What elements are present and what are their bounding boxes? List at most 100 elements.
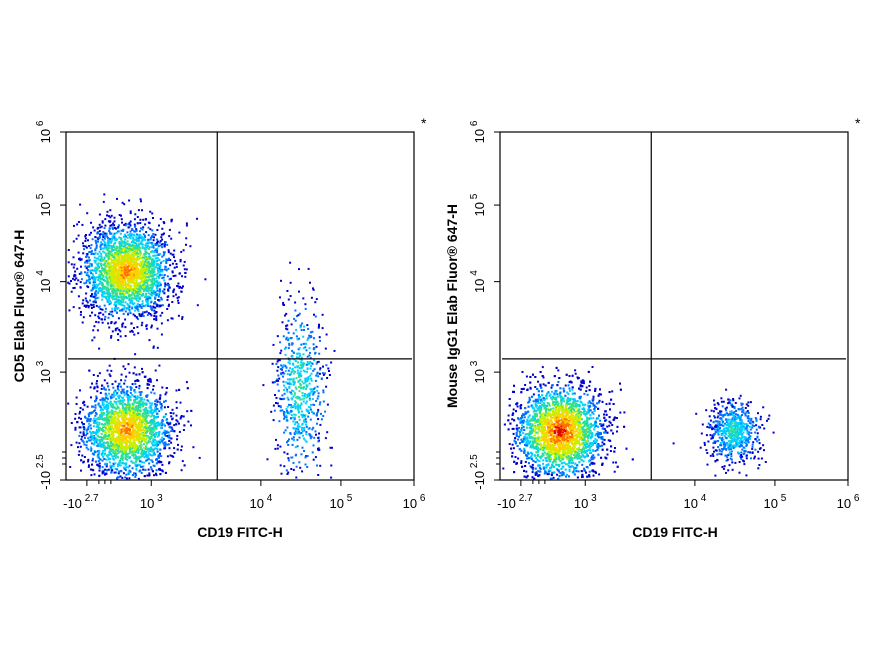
event-dot xyxy=(96,257,99,260)
event-dot xyxy=(157,268,160,271)
event-dot xyxy=(159,401,161,404)
event-dot xyxy=(107,407,110,410)
event-dot xyxy=(101,278,104,281)
event-dot xyxy=(136,416,138,419)
event-dot xyxy=(133,421,136,424)
event-dot xyxy=(158,424,161,427)
event-dot xyxy=(108,434,110,437)
event-dot xyxy=(119,421,121,424)
event-dot xyxy=(138,293,141,296)
event-dot xyxy=(137,432,140,435)
event-dot xyxy=(138,438,141,441)
event-dot xyxy=(167,305,170,308)
event-dot xyxy=(89,468,92,471)
event-dot xyxy=(173,430,176,433)
event-dot xyxy=(122,296,125,299)
event-dot xyxy=(129,301,132,304)
event-dot xyxy=(185,381,188,384)
event-dot xyxy=(84,297,87,300)
event-dot xyxy=(172,289,175,292)
event-dot xyxy=(133,262,136,265)
event-dot xyxy=(159,403,162,406)
event-dot xyxy=(144,429,147,432)
event-dot xyxy=(112,233,115,236)
event-dot xyxy=(88,436,91,439)
event-dot xyxy=(154,248,157,251)
event-dot xyxy=(105,297,107,300)
event-dot xyxy=(116,290,119,293)
event-dot xyxy=(145,410,147,413)
event-dot xyxy=(140,414,143,417)
event-dot xyxy=(116,455,119,458)
event-dot xyxy=(136,449,139,452)
event-dot xyxy=(126,273,129,276)
event-dot xyxy=(156,407,159,410)
event-dot xyxy=(164,241,167,244)
event-dot xyxy=(97,238,100,241)
event-dot xyxy=(107,316,110,319)
event-dot xyxy=(102,437,105,440)
event-dot xyxy=(132,269,135,272)
event-dot xyxy=(142,468,145,471)
event-dot xyxy=(128,288,130,291)
event-dot xyxy=(145,459,148,462)
event-dot xyxy=(95,283,98,286)
event-dot xyxy=(90,442,93,445)
event-dot xyxy=(137,447,139,450)
event-dot xyxy=(145,327,148,330)
event-dot xyxy=(141,450,144,453)
event-dot xyxy=(204,278,207,281)
event-dot xyxy=(158,258,161,261)
event-dot xyxy=(94,261,97,264)
event-dot xyxy=(127,420,130,423)
event-dot xyxy=(126,260,129,263)
event-dot xyxy=(96,297,99,299)
event-dot xyxy=(113,303,116,306)
event-dot xyxy=(141,247,144,249)
event-dot xyxy=(94,314,97,317)
event-dot xyxy=(126,307,129,310)
event-dot xyxy=(127,312,130,315)
event-dot xyxy=(129,312,132,315)
event-dot xyxy=(98,312,101,315)
event-dot xyxy=(166,284,169,287)
event-dot xyxy=(178,231,181,234)
event-dot xyxy=(103,243,106,245)
event-dot xyxy=(93,453,95,456)
event-dot xyxy=(154,250,156,253)
event-dot xyxy=(107,414,110,417)
event-dot xyxy=(82,441,85,444)
event-dot xyxy=(118,296,121,299)
event-dot xyxy=(119,292,122,295)
event-dot xyxy=(156,266,159,269)
event-dot xyxy=(126,458,129,461)
event-dot xyxy=(145,436,148,439)
event-dot xyxy=(107,458,110,461)
event-dot xyxy=(170,218,173,221)
event-dot xyxy=(101,221,104,224)
event-dot xyxy=(140,423,143,426)
event-dot xyxy=(118,470,121,473)
event-dot xyxy=(138,387,141,390)
event-dot xyxy=(163,444,166,447)
event-dot xyxy=(149,430,152,432)
event-dot xyxy=(109,447,112,450)
event-dot xyxy=(74,270,77,273)
event-dot xyxy=(126,455,129,458)
event-dot xyxy=(93,287,96,290)
event-dot xyxy=(113,243,115,246)
event-dot xyxy=(91,431,94,434)
event-dot xyxy=(168,286,171,289)
event-dot xyxy=(103,304,106,307)
event-dot xyxy=(76,267,79,270)
event-dot xyxy=(120,276,123,279)
event-dot xyxy=(154,400,157,403)
event-dot xyxy=(75,403,78,405)
event-dot xyxy=(144,250,147,253)
event-dot xyxy=(143,265,146,268)
event-dot xyxy=(153,315,156,317)
event-dot xyxy=(142,262,145,265)
event-dot xyxy=(107,251,110,254)
event-dot xyxy=(99,308,102,311)
event-dot xyxy=(88,262,91,265)
